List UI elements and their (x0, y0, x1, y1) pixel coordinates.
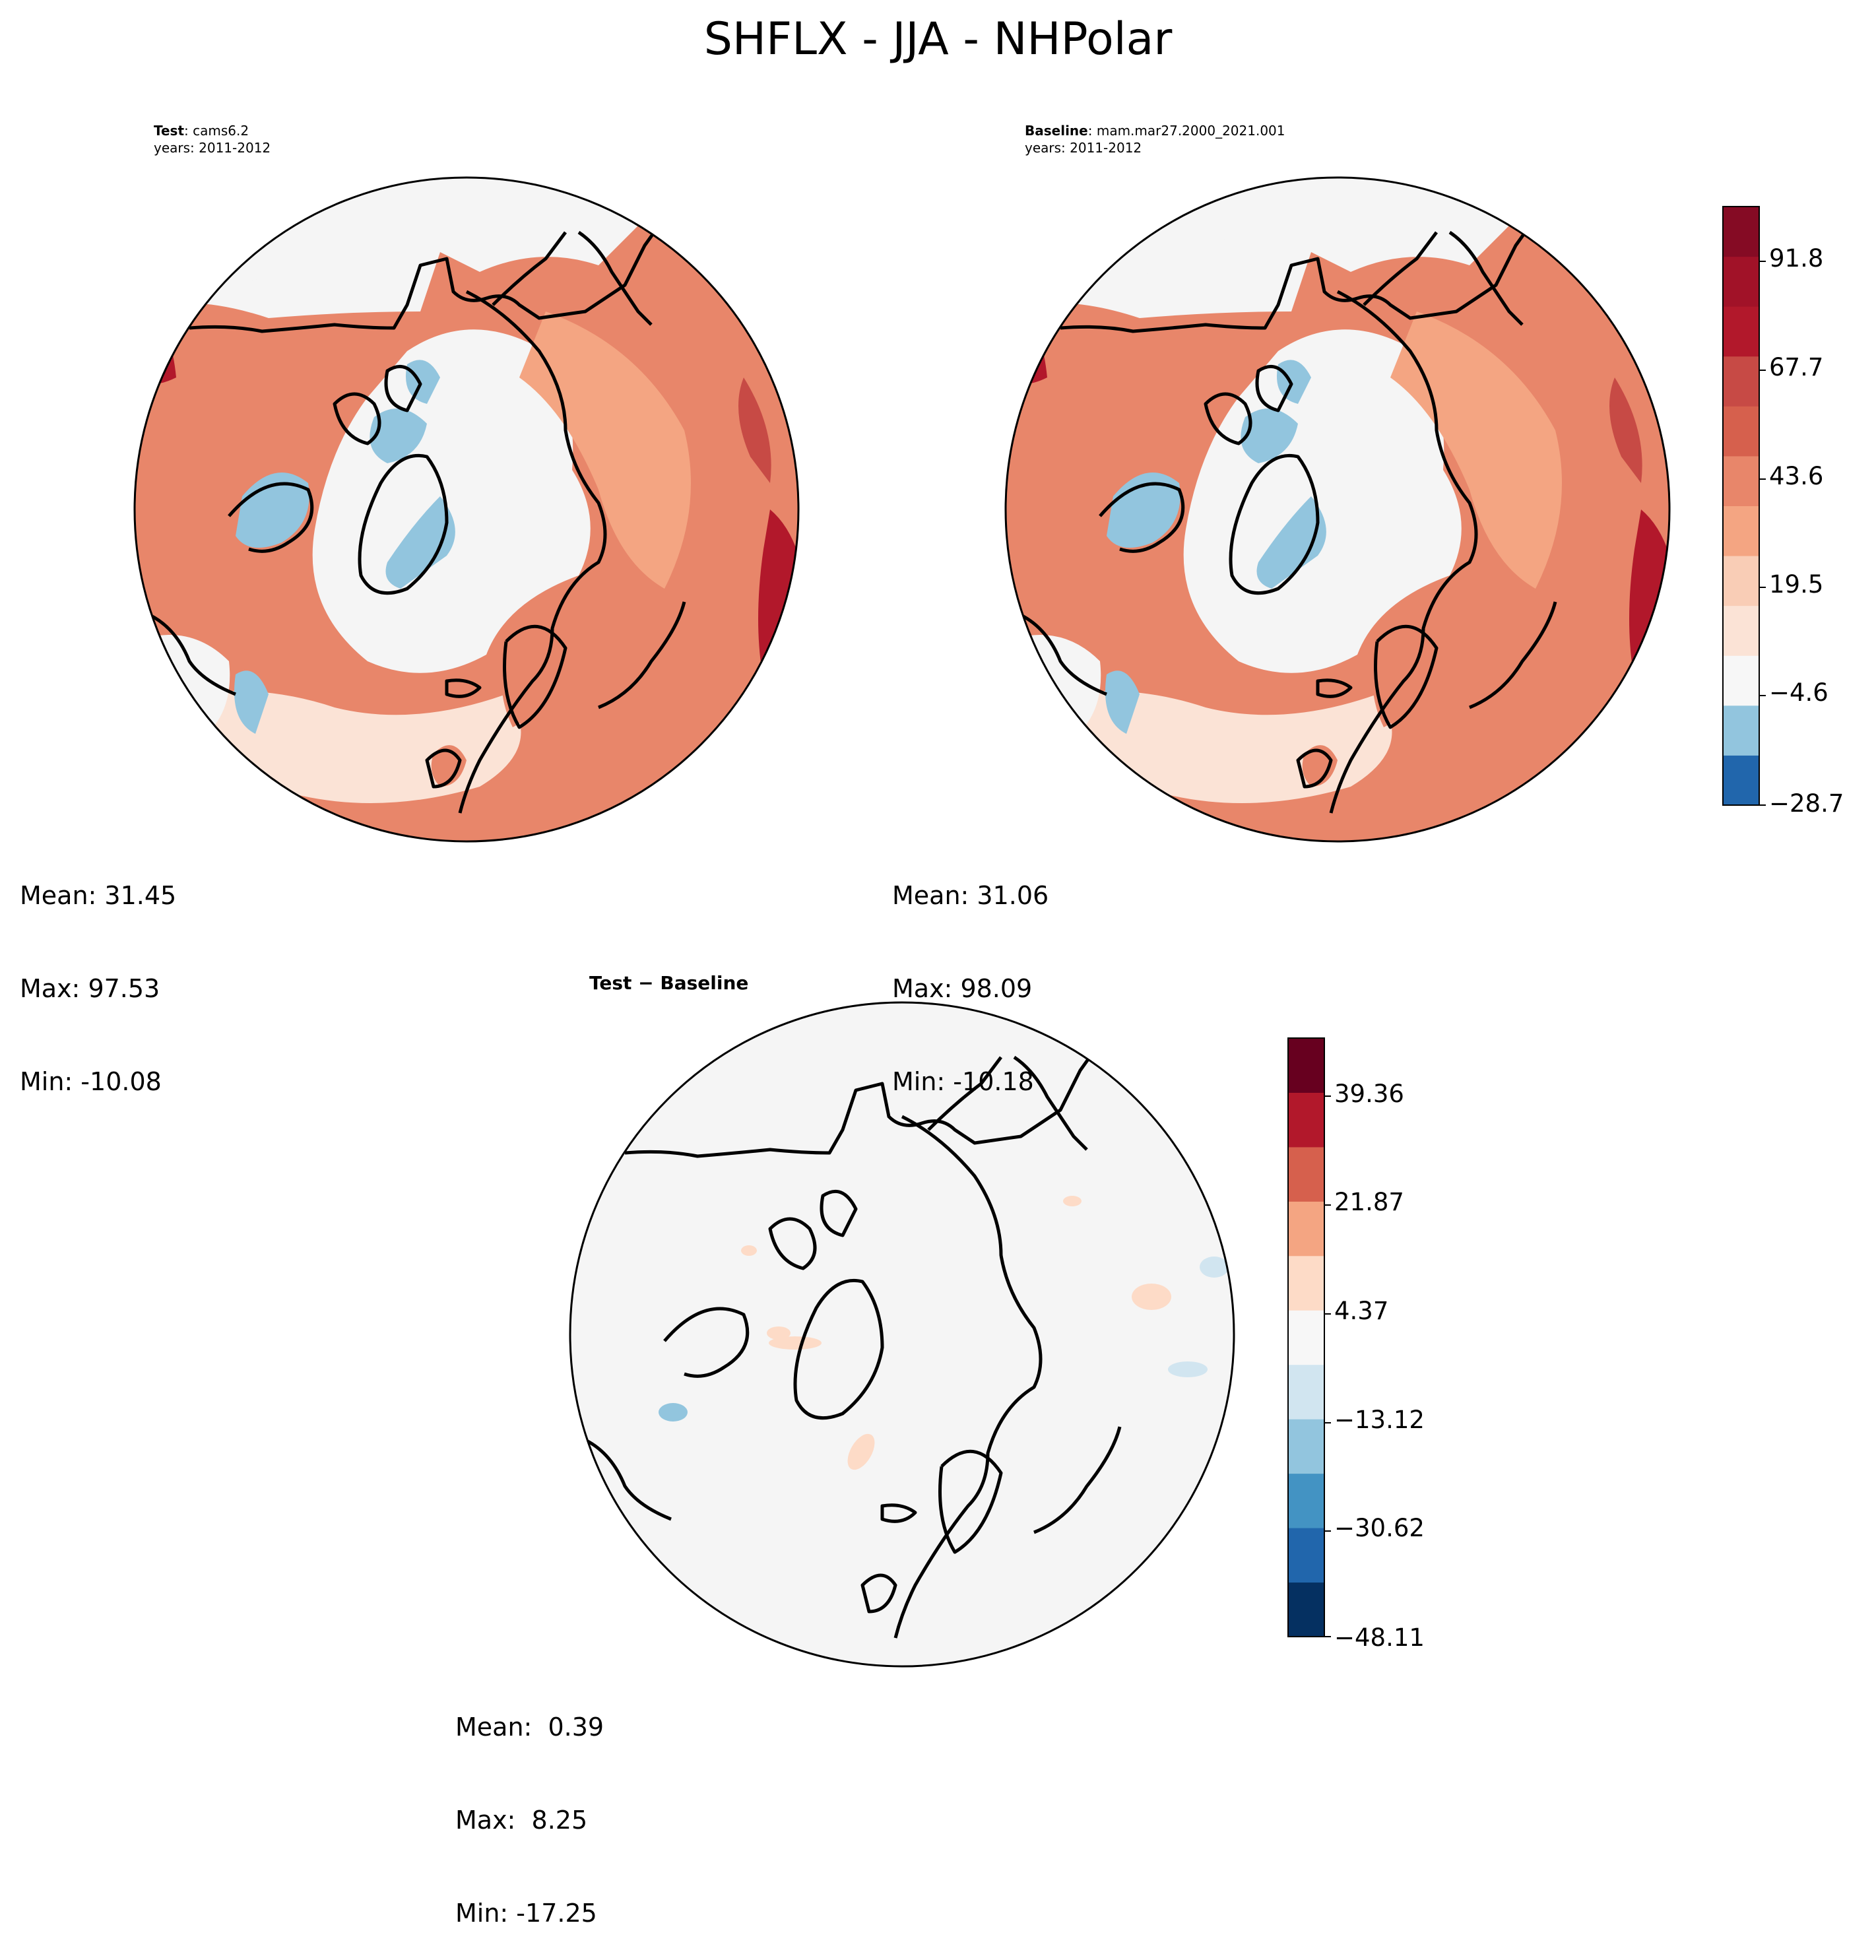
main-colorbar-frame (1722, 206, 1760, 806)
test-map-frame (133, 176, 800, 843)
test-subtitle: Test: cams6.2 years: 2011-2012 (154, 122, 271, 156)
diff-colorbar-frame (1287, 1037, 1325, 1637)
diff-stats: Mean: 0.39 Max: 8.25 Min: -17.25 (455, 1650, 604, 1960)
diff-colorbar-cell (1288, 1419, 1324, 1474)
main-colorbar-cell (1723, 256, 1759, 307)
diff-colorbar-cell (1288, 1255, 1324, 1311)
diff-cb-label-2: 21.87 (1334, 1188, 1404, 1216)
diff-colorbar-cell (1288, 1528, 1324, 1583)
main-colorbar-cell (1723, 605, 1759, 656)
test-stats: Mean: 31.45 Max: 97.53 Min: -10.08 (20, 818, 176, 1128)
diff-colorbar-cell (1288, 1310, 1324, 1365)
main-cb-label-6: −28.7 (1769, 789, 1844, 818)
baseline-map-frame (1004, 176, 1671, 843)
main-cb-label-5: −4.6 (1769, 678, 1828, 707)
test-stat-max: Max: 97.53 (20, 974, 160, 1003)
diff-stat-mean: Mean: 0.39 (455, 1713, 604, 1742)
main-cb-label-3: 43.6 (1769, 462, 1824, 490)
baseline-stats: Mean: 31.06 Max: 98.09 Min: -10.18 (892, 818, 1049, 1128)
baseline-stat-mean: Mean: 31.06 (892, 881, 1049, 910)
diff-stat-max: Max: 8.25 (455, 1806, 588, 1835)
main-colorbar-cell (1723, 705, 1759, 756)
baseline-subtitle: Baseline: mam.mar27.2000_2021.001 years:… (1025, 122, 1285, 156)
main-colorbar (1722, 206, 1766, 806)
main-colorbar-cell (1723, 455, 1759, 506)
diff-title: Test − Baseline (589, 972, 749, 994)
main-colorbar-cell (1723, 655, 1759, 706)
test-label: Test (154, 123, 185, 139)
diff-colorbar-cell (1288, 1038, 1324, 1093)
main-colorbar-cell (1723, 207, 1759, 257)
diff-colorbar-cell (1288, 1364, 1324, 1420)
baseline-label: Baseline (1025, 123, 1088, 139)
baseline-case: : mam.mar27.2000_2021.001 (1087, 123, 1285, 139)
diff-cb-label-1: 39.36 (1334, 1080, 1404, 1108)
main-cb-label-4: 19.5 (1769, 570, 1824, 599)
diff-colorbar-cell (1288, 1201, 1324, 1257)
diff-cb-label-3: 4.37 (1334, 1297, 1389, 1325)
baseline-stat-max: Max: 98.09 (892, 974, 1033, 1003)
baseline-stat-min: Min: -10.18 (892, 1067, 1034, 1096)
main-colorbar-cell (1723, 406, 1759, 457)
figure-title: SHFLX - JJA - NHPolar (703, 13, 1173, 65)
diff-cb-label-4: −13.12 (1334, 1406, 1425, 1434)
diff-cb-label-5: −30.62 (1334, 1514, 1425, 1542)
diff-colorbar-cell (1288, 1092, 1324, 1148)
diff-colorbar (1287, 1037, 1331, 1637)
main-cb-label-1: 91.8 (1769, 244, 1824, 273)
test-case: : cams6.2 (184, 123, 249, 139)
main-colorbar-cell (1723, 356, 1759, 407)
diff-stat-min: Min: -17.25 (455, 1899, 597, 1928)
diff-cb-label-6: −48.11 (1334, 1623, 1425, 1652)
main-colorbar-cell (1723, 306, 1759, 357)
test-map (133, 176, 800, 843)
main-cb-label-2: 67.7 (1769, 353, 1824, 381)
diff-colorbar-cell (1288, 1582, 1324, 1637)
main-colorbar-cell (1723, 506, 1759, 556)
figure-canvas (133, 176, 1766, 1668)
baseline-years: years: 2011-2012 (1025, 140, 1142, 156)
test-stat-mean: Mean: 31.45 (20, 881, 177, 910)
baseline-map (1004, 176, 1671, 843)
diff-map-frame (569, 1001, 1235, 1668)
main-colorbar-cell (1723, 556, 1759, 606)
diff-map (569, 1001, 1235, 1668)
test-years: years: 2011-2012 (154, 140, 271, 156)
diff-colorbar-cell (1288, 1146, 1324, 1202)
main-colorbar-cell (1723, 755, 1759, 806)
diff-colorbar-cell (1288, 1473, 1324, 1528)
test-stat-min: Min: -10.08 (20, 1067, 162, 1096)
